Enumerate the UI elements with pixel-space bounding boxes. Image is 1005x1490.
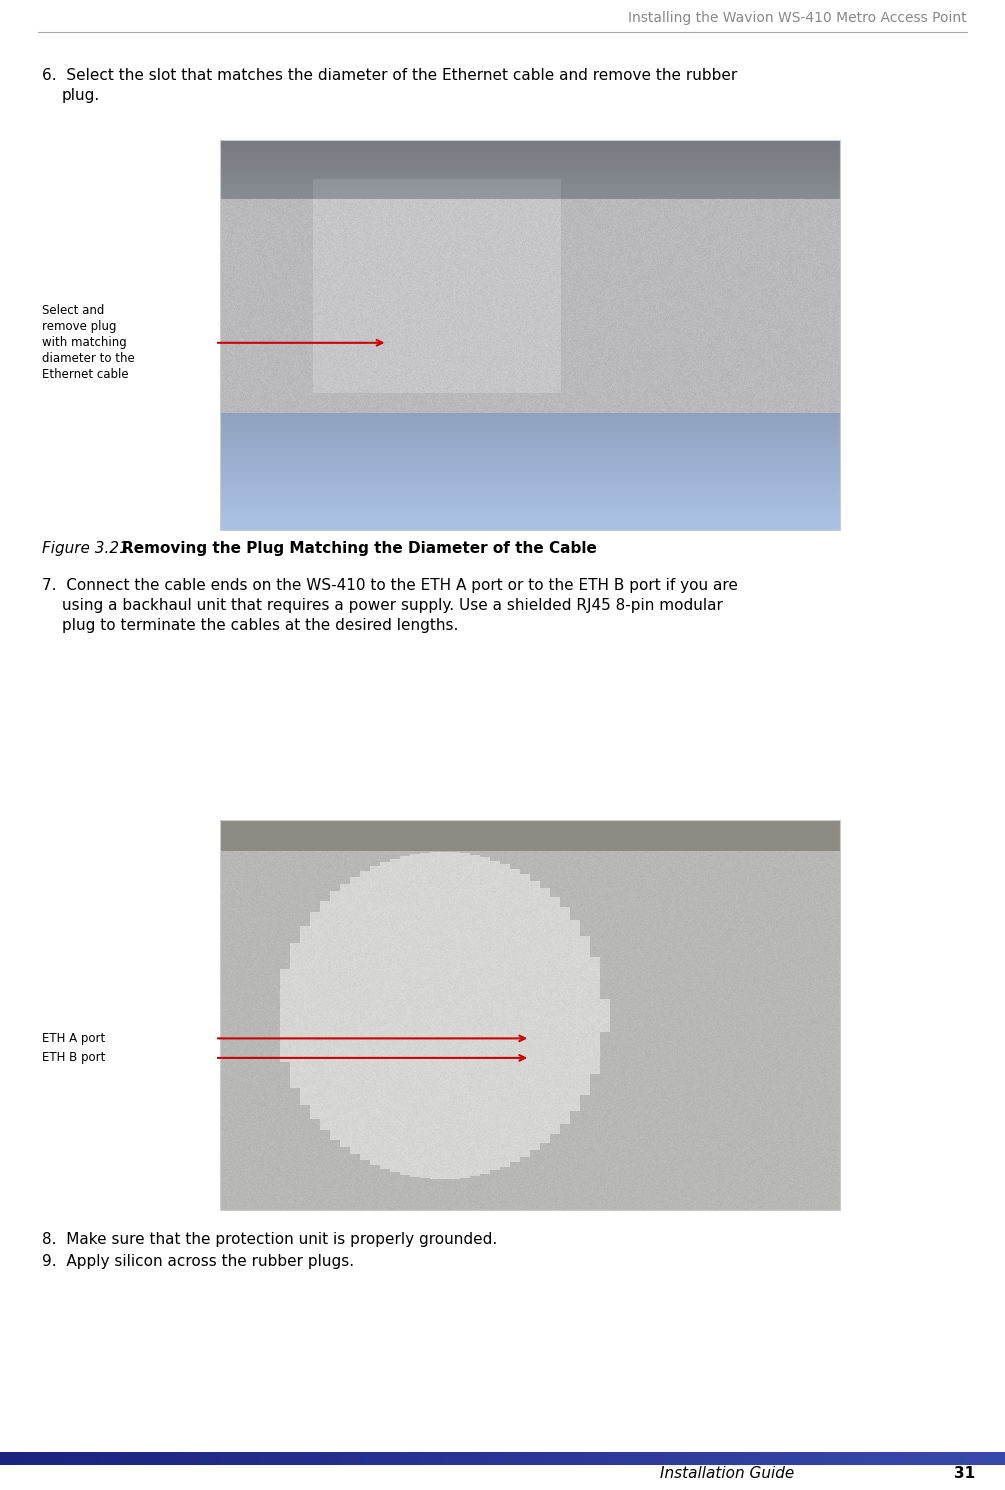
- Bar: [804, 1451, 825, 1465]
- Bar: [442, 1451, 463, 1465]
- Text: 9.  Apply silicon across the rubber plugs.: 9. Apply silicon across the rubber plugs…: [42, 1255, 354, 1269]
- Text: plug.: plug.: [62, 88, 100, 103]
- Bar: [563, 1451, 584, 1465]
- Bar: [744, 1451, 765, 1465]
- Bar: [100, 1451, 122, 1465]
- Bar: [281, 1451, 303, 1465]
- Bar: [181, 1451, 202, 1465]
- Text: 31: 31: [954, 1466, 975, 1481]
- Bar: [60, 1451, 81, 1465]
- Text: using a backhaul unit that requires a power supply. Use a shielded RJ45 8-pin mo: using a backhaul unit that requires a po…: [62, 597, 723, 612]
- Bar: [141, 1451, 162, 1465]
- Bar: [241, 1451, 262, 1465]
- Bar: [382, 1451, 403, 1465]
- Text: 8.  Make sure that the protection unit is properly grounded.: 8. Make sure that the protection unit is…: [42, 1232, 497, 1247]
- Bar: [482, 1451, 504, 1465]
- Bar: [80, 1451, 102, 1465]
- Bar: [422, 1451, 443, 1465]
- Bar: [965, 1451, 986, 1465]
- Bar: [623, 1451, 644, 1465]
- Bar: [643, 1451, 664, 1465]
- Bar: [945, 1451, 966, 1465]
- Bar: [724, 1451, 745, 1465]
- Bar: [824, 1451, 845, 1465]
- Bar: [704, 1451, 725, 1465]
- Bar: [844, 1451, 865, 1465]
- Bar: [201, 1451, 222, 1465]
- Bar: [322, 1451, 343, 1465]
- Bar: [784, 1451, 805, 1465]
- Bar: [603, 1451, 624, 1465]
- Text: 6.  Select the slot that matches the diameter of the Ethernet cable and remove t: 6. Select the slot that matches the diam…: [42, 69, 738, 83]
- Text: Figure 3.21.: Figure 3.21.: [42, 541, 134, 556]
- Bar: [884, 1451, 906, 1465]
- Bar: [342, 1451, 363, 1465]
- Bar: [583, 1451, 604, 1465]
- Text: Removing the Plug Matching the Diameter of the Cable: Removing the Plug Matching the Diameter …: [122, 541, 597, 556]
- Bar: [864, 1451, 885, 1465]
- Bar: [523, 1451, 544, 1465]
- Text: 7.  Connect the cable ends on the WS-410 to the ETH A port or to the ETH B port : 7. Connect the cable ends on the WS-410 …: [42, 578, 738, 593]
- Bar: [764, 1451, 785, 1465]
- Text: Select and
remove plug
with matching
diameter to the
Ethernet cable: Select and remove plug with matching dia…: [42, 304, 135, 381]
- Bar: [543, 1451, 564, 1465]
- Bar: [302, 1451, 323, 1465]
- Bar: [40, 1451, 61, 1465]
- Bar: [925, 1451, 946, 1465]
- Bar: [402, 1451, 423, 1465]
- Bar: [161, 1451, 182, 1465]
- Bar: [121, 1451, 142, 1465]
- Bar: [220, 140, 840, 530]
- Bar: [985, 1451, 1005, 1465]
- Bar: [502, 1451, 524, 1465]
- Bar: [904, 1451, 926, 1465]
- Text: plug to terminate the cables at the desired lengths.: plug to terminate the cables at the desi…: [62, 618, 458, 633]
- Bar: [462, 1451, 483, 1465]
- Text: Installation Guide: Installation Guide: [660, 1466, 794, 1481]
- Bar: [221, 1451, 242, 1465]
- Text: ETH A port: ETH A port: [42, 1033, 106, 1044]
- Bar: [362, 1451, 383, 1465]
- Bar: [261, 1451, 282, 1465]
- Bar: [220, 820, 840, 1210]
- Bar: [20, 1451, 41, 1465]
- Text: Installing the Wavion WS-410 Metro Access Point: Installing the Wavion WS-410 Metro Acces…: [628, 10, 967, 25]
- Bar: [683, 1451, 705, 1465]
- Bar: [663, 1451, 684, 1465]
- Text: ETH B port: ETH B port: [42, 1052, 106, 1064]
- Bar: [0, 1451, 21, 1465]
